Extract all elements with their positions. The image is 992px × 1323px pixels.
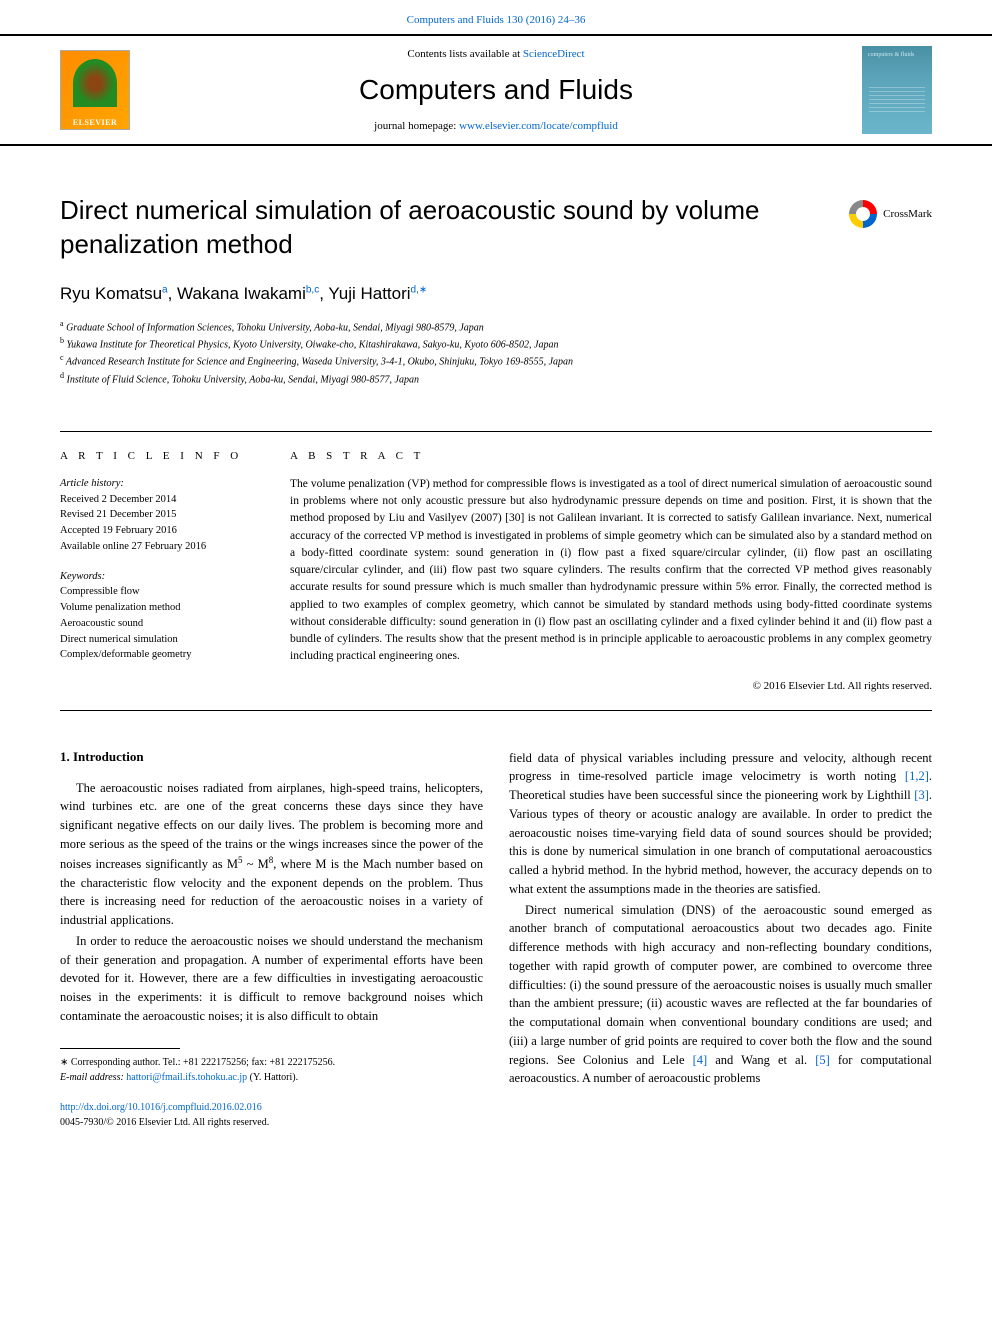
doi-block: http://dx.doi.org/10.1016/j.compfluid.20… (0, 1090, 992, 1154)
crossmark-icon (849, 200, 877, 228)
crossmark-badge[interactable]: CrossMark (849, 200, 932, 228)
section-1-title: 1. Introduction (60, 749, 483, 765)
keyword-4: Direct numerical simulation (60, 632, 260, 648)
affiliation-c: c Advanced Research Institute for Scienc… (60, 352, 932, 369)
intro-para-1: The aeroacoustic noises radiated from ai… (60, 779, 483, 930)
elsevier-text: ELSEVIER (73, 118, 117, 127)
author-2-aff: b,c (306, 284, 319, 295)
ref-5[interactable]: [5] (815, 1053, 830, 1067)
online-date: Available online 27 February 2016 (60, 539, 260, 555)
journal-citation[interactable]: Computers and Fluids 130 (2016) 24–36 (0, 0, 992, 34)
author-list: Ryu Komatsua, Wakana Iwakamib,c, Yuji Ha… (60, 284, 932, 304)
affiliation-a: a Graduate School of Information Science… (60, 318, 932, 335)
ref-1-2[interactable]: [1,2] (905, 769, 929, 783)
author-2: , Wakana Iwakami (168, 284, 306, 303)
contents-prefix: Contents lists available at (407, 48, 522, 60)
email-line: E-mail address: hattori@fmail.ifs.tohoku… (60, 1070, 483, 1085)
affiliations: a Graduate School of Information Science… (60, 318, 932, 387)
article-info-col: A R T I C L E I N F O Article history: R… (60, 450, 260, 692)
corresponding-author: ∗ Corresponding author. Tel.: +81 222175… (60, 1055, 483, 1085)
intro-para-4: Direct numerical simulation (DNS) of the… (509, 901, 932, 1089)
intro-para-3: field data of physical variables includi… (509, 749, 932, 899)
copyright-line: © 2016 Elsevier Ltd. All rights reserved… (290, 680, 932, 692)
received-date: Received 2 December 2014 (60, 492, 260, 508)
keywords-block: Keywords: Compressible flow Volume penal… (60, 569, 260, 664)
keyword-1: Compressible flow (60, 584, 260, 600)
left-column: 1. Introduction The aeroacoustic noises … (60, 749, 483, 1091)
homepage-link[interactable]: www.elsevier.com/locate/compfluid (459, 120, 618, 132)
doi-link[interactable]: http://dx.doi.org/10.1016/j.compfluid.20… (60, 1102, 262, 1113)
accepted-date: Accepted 19 February 2016 (60, 523, 260, 539)
history-label: Article history: (60, 476, 260, 492)
homepage-line: journal homepage: www.elsevier.com/locat… (130, 120, 862, 132)
contents-line: Contents lists available at ScienceDirec… (130, 48, 862, 60)
ref-4[interactable]: [4] (693, 1053, 708, 1067)
abstract-text: The volume penalization (VP) method for … (290, 476, 932, 666)
keyword-3: Aeroacoustic sound (60, 616, 260, 632)
author-3-aff: d,∗ (411, 284, 428, 295)
abstract-col: A B S T R A C T The volume penalization … (290, 450, 932, 692)
article-header: CrossMark Direct numerical simulation of… (0, 146, 992, 411)
keyword-2: Volume penalization method (60, 600, 260, 616)
keyword-5: Complex/deformable geometry (60, 647, 260, 663)
footnote-divider (60, 1048, 180, 1049)
revised-date: Revised 21 December 2015 (60, 507, 260, 523)
sciencedirect-link[interactable]: ScienceDirect (523, 48, 585, 60)
abstract-heading: A B S T R A C T (290, 450, 932, 462)
affiliation-b: b Yukawa Institute for Theoretical Physi… (60, 335, 932, 352)
journal-banner: ELSEVIER Contents lists available at Sci… (0, 34, 992, 146)
affiliation-d: d Institute of Fluid Science, Tohoku Uni… (60, 370, 932, 387)
crossmark-text: CrossMark (883, 208, 932, 220)
author-1: Ryu Komatsu (60, 284, 162, 303)
article-info-heading: A R T I C L E I N F O (60, 450, 260, 462)
keywords-label: Keywords: (60, 569, 260, 585)
email-link[interactable]: hattori@fmail.ifs.tohoku.ac.jp (126, 1072, 247, 1083)
banner-center: Contents lists available at ScienceDirec… (130, 48, 862, 132)
corresponding-line: ∗ Corresponding author. Tel.: +81 222175… (60, 1055, 483, 1070)
history-block: Article history: Received 2 December 201… (60, 476, 260, 555)
homepage-prefix: journal homepage: (374, 120, 459, 132)
intro-para-2: In order to reduce the aeroacoustic nois… (60, 932, 483, 1026)
author-3: , Yuji Hattori (319, 284, 410, 303)
journal-cover-thumb: computers & fluids (862, 46, 932, 134)
body-content: 1. Introduction The aeroacoustic noises … (0, 711, 992, 1091)
article-title: Direct numerical simulation of aeroacous… (60, 194, 932, 262)
elsevier-logo: ELSEVIER (60, 50, 130, 130)
ref-3[interactable]: [3] (914, 788, 929, 802)
issn-line: 0045-7930/© 2016 Elsevier Ltd. All right… (60, 1115, 932, 1130)
cover-thumb-text: computers & fluids (868, 52, 914, 59)
right-column: field data of physical variables includi… (509, 749, 932, 1091)
info-abstract-row: A R T I C L E I N F O Article history: R… (60, 431, 932, 711)
journal-name: Computers and Fluids (130, 74, 862, 106)
